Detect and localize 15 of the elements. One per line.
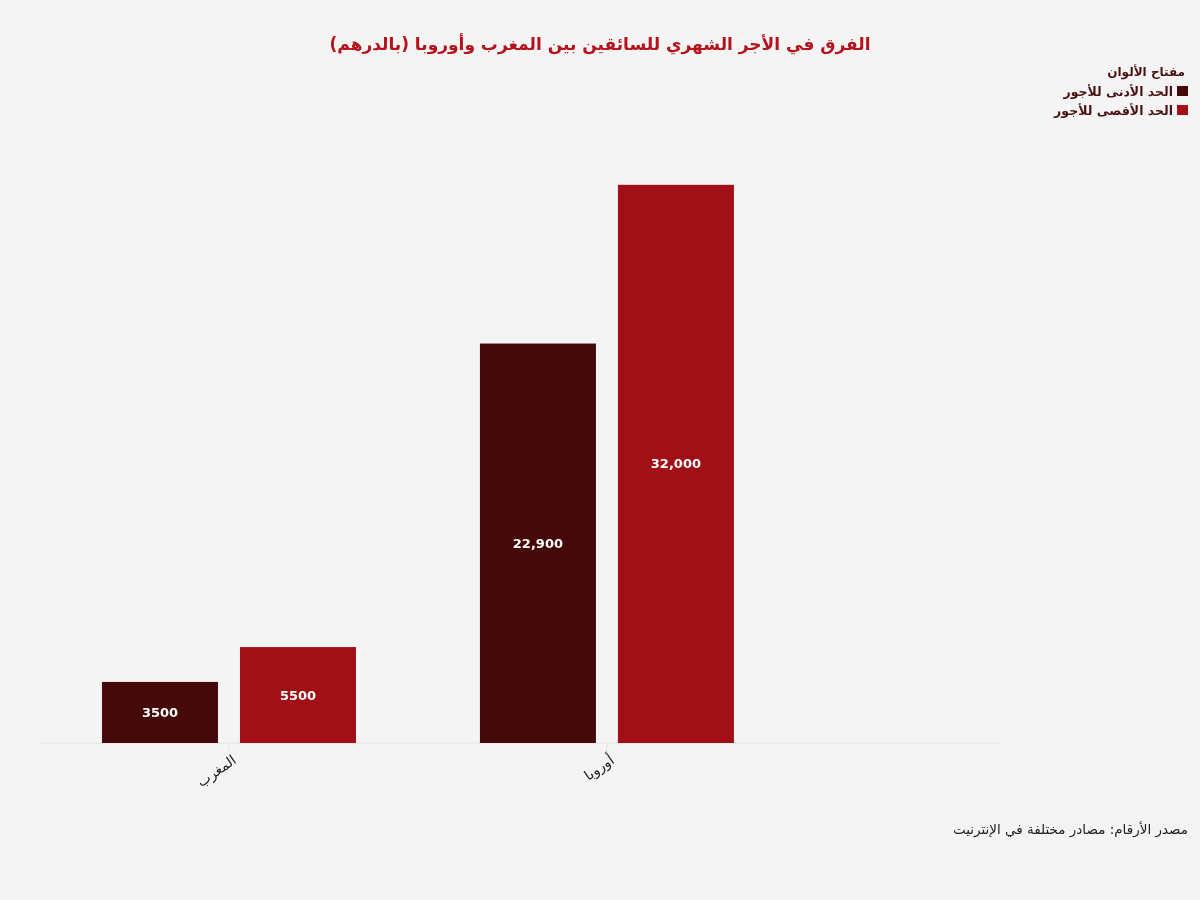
data-label: 5500 bbox=[279, 687, 317, 703]
text: مصدر الأرقام: مصادر مختلفة في الإنترنيت bbox=[952, 821, 1188, 838]
data-label: 3500 bbox=[141, 704, 179, 720]
bar bbox=[479, 343, 596, 743]
bar bbox=[617, 184, 734, 743]
data-label: 22,900 bbox=[512, 535, 564, 551]
legend-label: الحد الأدنى للأجور bbox=[1062, 83, 1173, 99]
bar bbox=[239, 647, 356, 743]
legend-label: الحد الأقصى للأجور bbox=[1053, 102, 1173, 118]
bar bbox=[101, 681, 218, 743]
x-tick-label: المغرب bbox=[193, 751, 240, 791]
x-tick-label: أوروبا bbox=[580, 750, 618, 785]
data-label: 32,000 bbox=[650, 456, 702, 472]
legend-title: مفتاح الألوان bbox=[1107, 64, 1185, 80]
chart-title: الفرق في الأجر الشهري للسائقين بين المغرب وأوروبا (بالدرهم) bbox=[329, 33, 871, 55]
